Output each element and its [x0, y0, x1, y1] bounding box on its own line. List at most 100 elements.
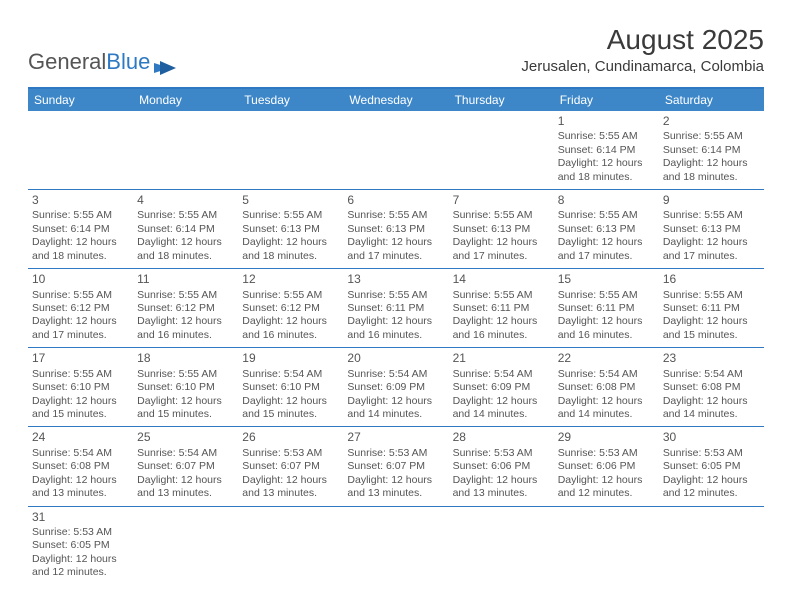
day-cell: 19Sunrise: 5:54 AMSunset: 6:10 PMDayligh…: [238, 348, 343, 426]
empty-cell: [28, 111, 133, 189]
daylight-line: Daylight: 12 hours and 17 minutes.: [558, 236, 655, 263]
day-cell: 25 Sunrise: 5:54 AMSunset: 6:07 PMDayligh…: [133, 427, 238, 505]
day-header: Wednesday: [343, 89, 448, 111]
sunrise-line: Sunrise: 5:55 AM: [32, 368, 129, 381]
sunset-line: Sunset: 6:10 PM: [32, 381, 129, 394]
day-number: 5: [242, 193, 339, 208]
sunset-line: Sunset: 6:14 PM: [558, 144, 655, 157]
week-row: 1Sunrise: 5:55 AMSunset: 6:14 PMDaylight…: [28, 111, 764, 190]
day-number: 6: [347, 193, 444, 208]
daylight-line: Daylight: 12 hours and 13 minutes.: [137, 474, 234, 501]
sunset-line: Sunset: 6:07 PM: [347, 460, 444, 473]
sunset-line: Sunset: 6:10 PM: [242, 381, 339, 394]
sunrise-line: Sunrise: 5:55 AM: [558, 289, 655, 302]
title-block: August 2025 Jerusalen, Cundinamarca, Col…: [521, 24, 764, 75]
day-number: 20: [347, 351, 444, 366]
day-cell: 20Sunrise: 5:54 AMSunset: 6:09 PMDayligh…: [343, 348, 448, 426]
daylight-line: Daylight: 12 hours and 14 minutes.: [347, 395, 444, 422]
daylight-line: Daylight: 12 hours and 16 minutes.: [453, 315, 550, 342]
sunset-line: Sunset: 6:14 PM: [137, 223, 234, 236]
day-cell: 6Sunrise: 5:55 AMSunset: 6:13 PMDaylight…: [343, 190, 448, 268]
sunset-line: Sunset: 6:08 PM: [558, 381, 655, 394]
sunrise-line: Sunrise: 5:53 AM: [242, 447, 339, 460]
daylight-line: Daylight: 12 hours and 14 minutes.: [663, 395, 760, 422]
day-cell: 26Sunrise: 5:53 AMSunset: 6:07 PMDayligh…: [238, 427, 343, 505]
day-number: 4: [137, 193, 234, 208]
daylight-line: Daylight: 12 hours and 18 minutes.: [242, 236, 339, 263]
day-number: 3: [32, 193, 129, 208]
day-number: 16: [663, 272, 760, 287]
sunset-line: Sunset: 6:07 PM: [242, 460, 339, 473]
day-number: 1: [558, 114, 655, 129]
sunset-line: Sunset: 6:13 PM: [558, 223, 655, 236]
sunrise-line: Sunrise: 5:54 AM: [32, 447, 129, 460]
day-cell: 5Sunrise: 5:55 AMSunset: 6:13 PMDaylight…: [238, 190, 343, 268]
day-number: 17: [32, 351, 129, 366]
sunset-line: Sunset: 6:14 PM: [32, 223, 129, 236]
day-header: Sunday: [28, 89, 133, 111]
day-number: 12: [242, 272, 339, 287]
month-title: August 2025: [521, 24, 764, 56]
sunset-line: Sunset: 6:09 PM: [347, 381, 444, 394]
daylight-line: Daylight: 12 hours and 18 minutes.: [32, 236, 129, 263]
logo: GeneralBlue: [28, 49, 176, 75]
sunrise-line: Sunrise: 5:55 AM: [558, 130, 655, 143]
empty-cell: [659, 507, 764, 585]
empty-cell: [238, 111, 343, 189]
day-cell: 2Sunrise: 5:55 AMSunset: 6:14 PMDaylight…: [659, 111, 764, 189]
flag-icon: [154, 55, 176, 69]
day-cell: 27Sunrise: 5:53 AMSunset: 6:07 PMDayligh…: [343, 427, 448, 505]
sunrise-line: Sunrise: 5:55 AM: [32, 209, 129, 222]
day-number: 18: [137, 351, 234, 366]
day-cell: 10Sunrise: 5:55 AMSunset: 6:12 PMDayligh…: [28, 269, 133, 347]
sunset-line: Sunset: 6:14 PM: [663, 144, 760, 157]
location: Jerusalen, Cundinamarca, Colombia: [521, 58, 764, 75]
daylight-line: Daylight: 12 hours and 13 minutes.: [453, 474, 550, 501]
daylight-line: Daylight: 12 hours and 18 minutes.: [663, 157, 760, 184]
sunrise-line: Sunrise: 5:55 AM: [663, 209, 760, 222]
sunrise-line: Sunrise: 5:54 AM: [663, 368, 760, 381]
day-cell: 18Sunrise: 5:55 AMSunset: 6:10 PMDayligh…: [133, 348, 238, 426]
sunrise-line: Sunrise: 5:55 AM: [558, 209, 655, 222]
sunset-line: Sunset: 6:06 PM: [453, 460, 550, 473]
day-number: 10: [32, 272, 129, 287]
daylight-line: Daylight: 12 hours and 14 minutes.: [558, 395, 655, 422]
sunrise-line: Sunrise: 5:53 AM: [453, 447, 550, 460]
day-number: 13: [347, 272, 444, 287]
sunrise-line: Sunrise: 5:54 AM: [137, 447, 234, 460]
daylight-line: Daylight: 12 hours and 18 minutes.: [137, 236, 234, 263]
daylight-line: Daylight: 12 hours and 12 minutes.: [558, 474, 655, 501]
day-cell: 11Sunrise: 5:55 AMSunset: 6:12 PMDayligh…: [133, 269, 238, 347]
sunrise-line: Sunrise: 5:55 AM: [242, 289, 339, 302]
day-number: 25: [137, 430, 234, 445]
day-cell: 22Sunrise: 5:54 AMSunset: 6:08 PMDayligh…: [554, 348, 659, 426]
day-number: 7: [453, 193, 550, 208]
day-cell: 14Sunrise: 5:55 AMSunset: 6:11 PMDayligh…: [449, 269, 554, 347]
sunset-line: Sunset: 6:07 PM: [137, 460, 234, 473]
day-number: 15: [558, 272, 655, 287]
sunset-line: Sunset: 6:11 PM: [453, 302, 550, 315]
day-number: 23: [663, 351, 760, 366]
sunset-line: Sunset: 6:10 PM: [137, 381, 234, 394]
sunset-line: Sunset: 6:11 PM: [663, 302, 760, 315]
week-row: 24Sunrise: 5:54 AMSunset: 6:08 PMDayligh…: [28, 427, 764, 506]
sunrise-line: Sunrise: 5:55 AM: [32, 289, 129, 302]
day-cell: 21Sunrise: 5:54 AMSunset: 6:09 PMDayligh…: [449, 348, 554, 426]
sunset-line: Sunset: 6:05 PM: [32, 539, 129, 552]
sunrise-line: Sunrise: 5:53 AM: [347, 447, 444, 460]
day-number: 29: [558, 430, 655, 445]
sunset-line: Sunset: 6:12 PM: [242, 302, 339, 315]
empty-cell: [449, 111, 554, 189]
day-cell: 12Sunrise: 5:55 AMSunset: 6:12 PMDayligh…: [238, 269, 343, 347]
sunset-line: Sunset: 6:08 PM: [32, 460, 129, 473]
day-number: 22: [558, 351, 655, 366]
day-number: 24: [32, 430, 129, 445]
sunset-line: Sunset: 6:06 PM: [558, 460, 655, 473]
sunrise-line: Sunrise: 5:55 AM: [137, 209, 234, 222]
daylight-line: Daylight: 12 hours and 12 minutes.: [663, 474, 760, 501]
week-row: 17Sunrise: 5:55 AMSunset: 6:10 PMDayligh…: [28, 348, 764, 427]
sunrise-line: Sunrise: 5:55 AM: [137, 368, 234, 381]
sunset-line: Sunset: 6:11 PM: [558, 302, 655, 315]
sunrise-line: Sunrise: 5:54 AM: [453, 368, 550, 381]
empty-cell: [343, 111, 448, 189]
